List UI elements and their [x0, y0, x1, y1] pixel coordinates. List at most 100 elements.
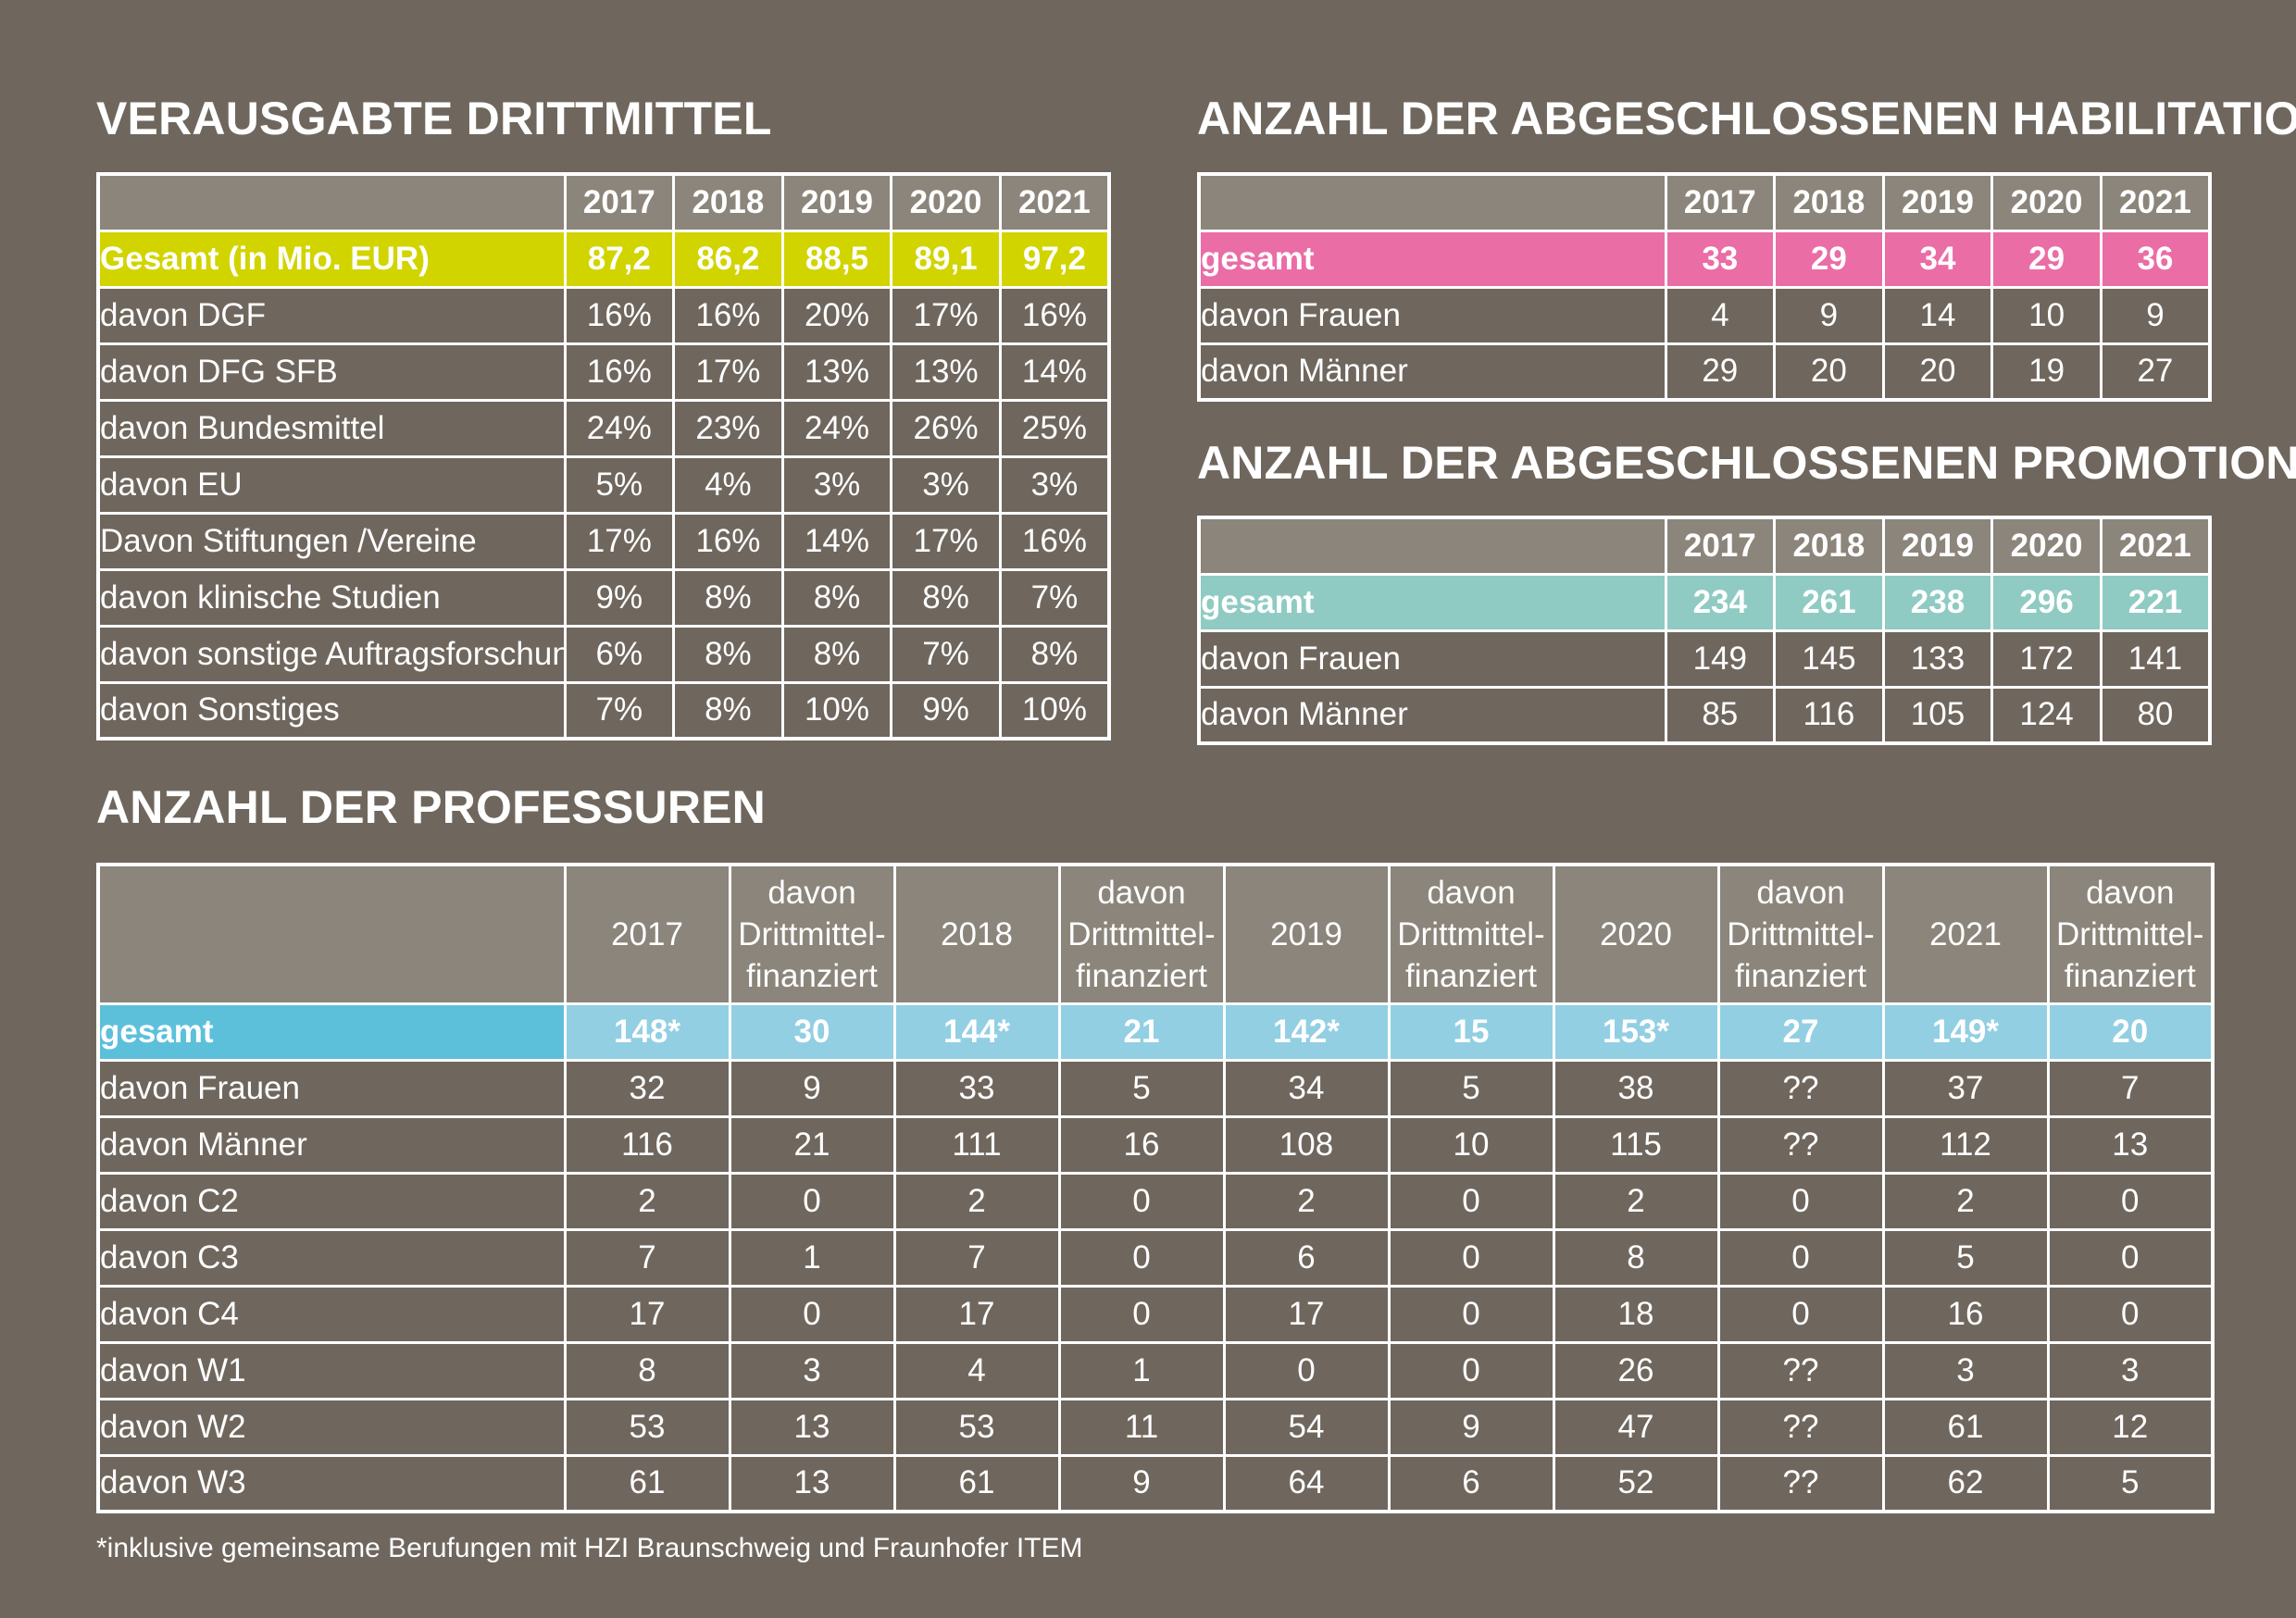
value-cell: 5%	[563, 454, 676, 515]
year-header: 2020	[1552, 863, 1720, 1005]
header-row: 2017 2018 2019 2020 2021	[1197, 172, 2212, 232]
year-header: 2020	[1990, 516, 2103, 576]
value-cell: 9	[1057, 1453, 1226, 1513]
value-cell: 26%	[890, 398, 1002, 458]
row-label: davon sonstige Auftragsforschung	[96, 624, 567, 684]
drittmittel-header: davon Drittmittel-finanziert	[1057, 863, 1226, 1005]
value-cell: 17	[892, 1284, 1061, 1344]
value-cell: 2	[563, 1171, 731, 1231]
value-cell: 13%	[890, 342, 1002, 402]
total-cell: 86,2	[672, 229, 784, 289]
value-cell: 3	[728, 1340, 896, 1400]
value-cell: 10%	[780, 680, 893, 741]
value-cell: 7	[563, 1227, 731, 1288]
value-cell: 3%	[890, 454, 1002, 515]
header-empty-cell	[1197, 172, 1667, 232]
drittmittel-header: davon Drittmittel-finanziert	[1387, 863, 1555, 1005]
value-cell: 124	[1990, 685, 2103, 745]
value-cell: 5	[1387, 1058, 1555, 1118]
table-row: davon Männer 29 20 20 19 27	[1197, 342, 2212, 402]
row-label: davon W3	[96, 1453, 567, 1513]
value-cell: 1	[728, 1227, 896, 1288]
value-cell: 14%	[780, 511, 893, 571]
total-cell: 296	[1990, 572, 2103, 632]
value-cell: ??	[1716, 1453, 1885, 1513]
drittmittel-header-line: finanziert	[1734, 957, 1867, 994]
value-cell: 0	[1716, 1227, 1885, 1288]
value-cell: 5	[1057, 1058, 1226, 1118]
table-row: davon Frauen 149 145 133 172 141	[1197, 629, 2212, 689]
value-cell: 6%	[563, 624, 676, 684]
total-row: gesamt 234 261 238 296 221	[1197, 572, 2212, 632]
row-label: davon EU	[96, 454, 567, 515]
value-cell: 3%	[998, 454, 1111, 515]
drittmittel-header-line: finanziert	[745, 957, 879, 994]
value-cell: 0	[1716, 1171, 1885, 1231]
value-cell: 115	[1552, 1114, 1720, 1175]
year-header: 2018	[672, 172, 784, 232]
row-label: davon Sonstiges	[96, 680, 567, 741]
value-cell: 0	[2046, 1227, 2215, 1288]
value-cell: 61	[1881, 1397, 2050, 1457]
table-row: davon C4 17 0 17 0 17 0 18 0 16 0	[96, 1284, 2215, 1344]
value-cell: 7%	[890, 624, 1002, 684]
row-label: davon DGF	[96, 285, 567, 345]
drittmittel-header-line: Drittmittel-	[1397, 915, 1545, 952]
total-cell: 238	[1881, 572, 1994, 632]
table-row: davon sonstige Auftragsforschung 6% 8% 8% 7%…	[96, 624, 1111, 684]
year-header: 2018	[892, 863, 1061, 1005]
row-label: davon Frauen	[1197, 285, 1667, 345]
year-header: 2021	[2099, 516, 2212, 576]
total-cell: 34	[1881, 229, 1994, 289]
value-cell: ??	[1716, 1058, 1885, 1118]
year-header: 2017	[1664, 516, 1777, 576]
value-cell: 5	[2046, 1453, 2215, 1513]
value-cell: 4%	[672, 454, 784, 515]
value-cell: 54	[1222, 1397, 1391, 1457]
value-cell: 18	[1552, 1284, 1720, 1344]
row-label: davon Männer	[1197, 342, 1667, 402]
value-cell: 8%	[890, 567, 1002, 628]
value-cell: 0	[1716, 1284, 1885, 1344]
value-cell: 1	[1057, 1340, 1226, 1400]
drittmittel-header-line: davon	[2086, 874, 2175, 911]
total-cell: 30	[728, 1002, 896, 1062]
header-empty-cell	[96, 172, 567, 232]
value-cell: 0	[1222, 1340, 1391, 1400]
value-cell: 12	[2046, 1397, 2215, 1457]
total-cell: 144*	[892, 1002, 1061, 1062]
value-cell: 52	[1552, 1453, 1720, 1513]
row-label: davon Frauen	[96, 1058, 567, 1118]
total-cell: 234	[1664, 572, 1777, 632]
value-cell: 3%	[780, 454, 893, 515]
value-cell: 0	[2046, 1284, 2215, 1344]
total-cell: 29	[1773, 229, 1885, 289]
year-header: 2019	[780, 172, 893, 232]
value-cell: 26	[1552, 1340, 1720, 1400]
year-header: 2021	[998, 172, 1111, 232]
year-header: 2018	[1773, 172, 1885, 232]
table-row: davon DGF 16% 16% 20% 17% 16%	[96, 285, 1111, 345]
value-cell: 33	[892, 1058, 1061, 1118]
value-cell: 10	[1387, 1114, 1555, 1175]
row-label: davon Frauen	[1197, 629, 1667, 689]
table-row: davon Männer 85 116 105 124 80	[1197, 685, 2212, 745]
value-cell: 8	[563, 1340, 731, 1400]
value-cell: 17%	[563, 511, 676, 571]
value-cell: 38	[1552, 1058, 1720, 1118]
value-cell: 61	[563, 1453, 731, 1513]
value-cell: 149	[1664, 629, 1777, 689]
header-row: 2017 2018 2019 2020 2021	[1197, 516, 2212, 576]
value-cell: 16%	[563, 285, 676, 345]
value-cell: 145	[1773, 629, 1885, 689]
value-cell: 32	[563, 1058, 731, 1118]
drittmittel-header-line: finanziert	[1075, 957, 1208, 994]
value-cell: 16	[1057, 1114, 1226, 1175]
value-cell: ??	[1716, 1340, 1885, 1400]
total-cell: 21	[1057, 1002, 1226, 1062]
value-cell: 20	[1881, 342, 1994, 402]
value-cell: 17%	[890, 285, 1002, 345]
total-row: Gesamt (in Mio. EUR) 87,2 86,2 88,5 89,1 97,2	[96, 229, 1111, 289]
value-cell: 17	[1222, 1284, 1391, 1344]
promotionen-title: ANZAHL DER ABGESCHLOSSENEN PROMOTIONEN	[1197, 437, 2296, 489]
